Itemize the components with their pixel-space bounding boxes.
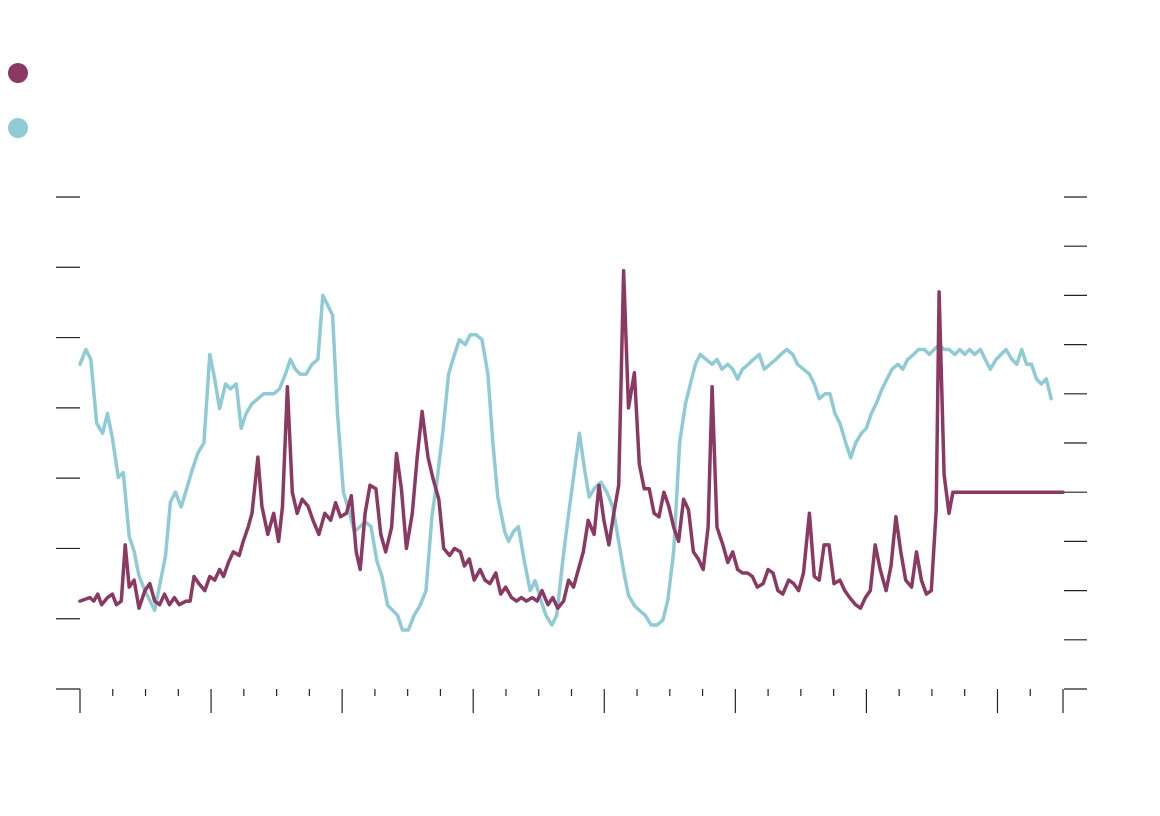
- series-line-b: [78, 293, 1053, 632]
- legend-dot-series-b: [8, 118, 28, 138]
- series-line-a: [78, 269, 1065, 610]
- legend-dot-series-a: [8, 63, 28, 83]
